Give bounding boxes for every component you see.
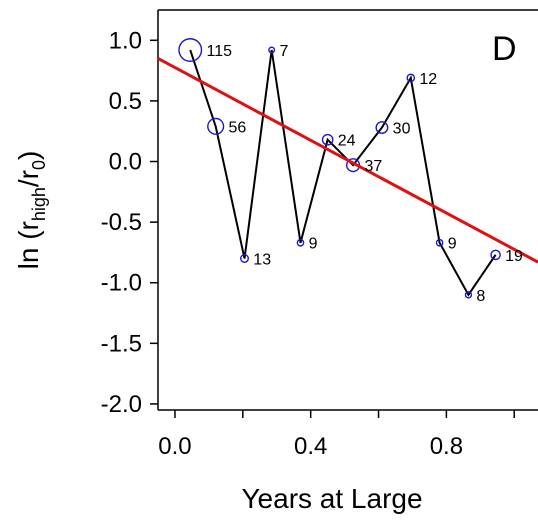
data-label-layer: 115 56 13 7 9 24 37 30 12 9 8 19: [206, 43, 523, 305]
y-axis-title: ln (rhigh/r0): [13, 151, 49, 270]
y-axis: 1.0 0.5 0.0 -0.5 -1.0 -1.5 -2.0: [101, 27, 158, 418]
y-tick-label: 1.0: [109, 27, 142, 54]
data-point: [490, 249, 501, 261]
data-point: [321, 133, 334, 146]
data-label: 56: [229, 119, 247, 136]
y-axis-title-suffix: ): [13, 151, 44, 160]
series-layer: [178, 38, 501, 299]
y-tick-label: -1.0: [101, 270, 142, 297]
y-tick-label: 0.5: [109, 88, 142, 115]
y-tick-label: -1.5: [101, 330, 142, 357]
svg-text:ln (rhigh/r0): ln (rhigh/r0): [13, 151, 49, 270]
data-point: [268, 46, 276, 54]
data-label: 24: [338, 133, 356, 150]
plot-frame: [157, 9, 538, 411]
x-axis-title: Years at Large: [241, 483, 422, 514]
y-axis-title-sub2: 0: [29, 160, 49, 170]
x-tick-label: 0.0: [158, 433, 191, 460]
data-label: 37: [364, 158, 382, 175]
data-label: 9: [309, 236, 318, 253]
data-label: 12: [419, 71, 437, 88]
y-tick-label: -0.5: [101, 209, 142, 236]
data-point: [296, 238, 305, 247]
x-tick-label: 0.8: [430, 433, 463, 460]
x-tick-label: 0.4: [294, 433, 327, 460]
data-label: 9: [448, 236, 457, 253]
data-label: 8: [476, 288, 485, 305]
regression-line: [157, 57, 538, 264]
data-label: 115: [206, 43, 232, 60]
y-tick-label: -2.0: [101, 391, 142, 418]
y-axis-title-slash: /r: [13, 170, 44, 187]
data-point: [435, 238, 444, 247]
data-label: 30: [393, 121, 411, 138]
panel-label: D: [492, 30, 517, 68]
y-axis-title-prefix: ln (r: [13, 221, 44, 269]
y-axis-title-sub1: high: [29, 187, 49, 221]
data-label: 7: [279, 43, 288, 60]
data-point: [240, 253, 250, 263]
data-point: [375, 121, 389, 135]
series-line: [189, 49, 497, 297]
data-point: [178, 38, 203, 62]
data-point: [464, 291, 473, 299]
data-label: 13: [253, 251, 271, 268]
data-label: 19: [505, 248, 523, 265]
regression-layer: [157, 57, 538, 264]
data-point: [207, 117, 225, 135]
x-axis: 0.0 0.4 0.8: [158, 410, 515, 460]
y-tick-label: 0.0: [109, 149, 142, 176]
data-point: [406, 73, 416, 83]
